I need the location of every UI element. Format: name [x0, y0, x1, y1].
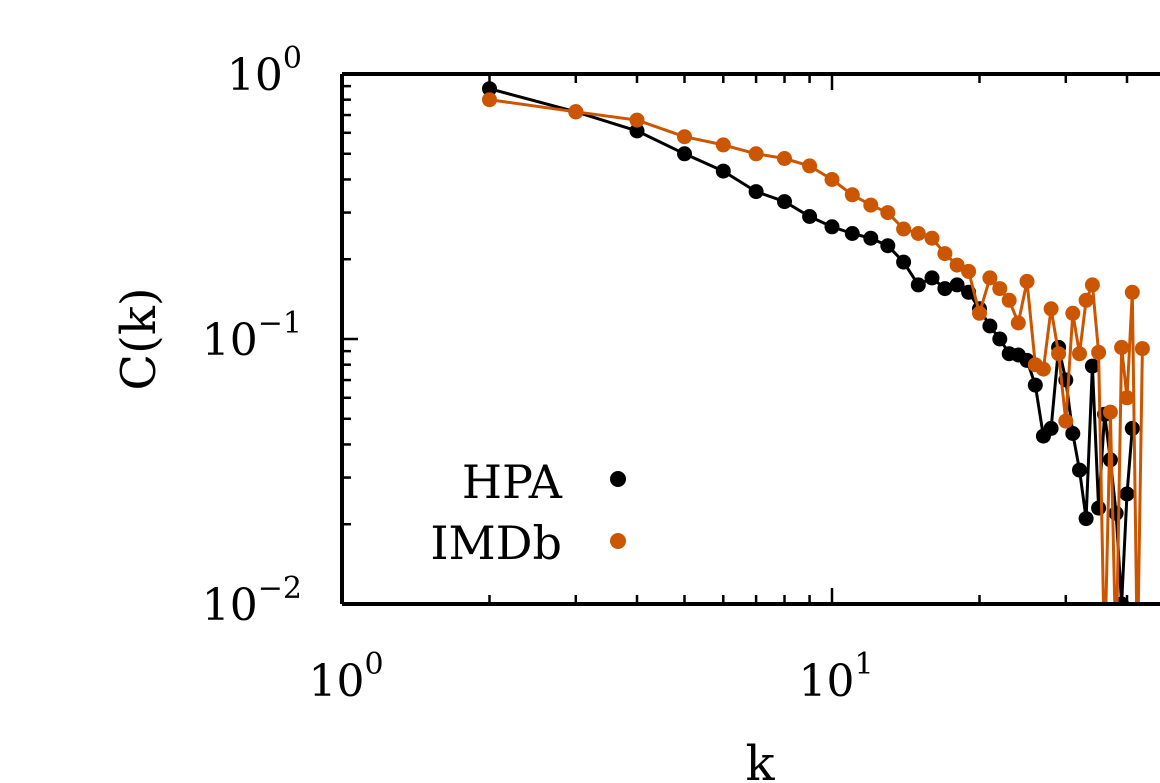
data-point-hpa-12 [896, 255, 911, 270]
x-tick-label-1: 101 [798, 647, 873, 707]
data-point-imdb-4 [716, 137, 731, 152]
series-line-imdb [490, 100, 1143, 663]
y-tick-label-2-base: 10 [202, 580, 258, 631]
data-point-imdb-8 [825, 172, 840, 187]
data-point-hpa-3 [677, 146, 692, 161]
data-point-imdb-2 [630, 113, 645, 128]
data-point-imdb-21 [1002, 293, 1017, 308]
data-point-imdb-30 [1072, 346, 1087, 361]
x-tick-label-1-base: 10 [798, 656, 854, 707]
data-point-imdb-12 [896, 222, 911, 237]
data-point-hpa-30 [1072, 463, 1087, 478]
data-point-imdb-27 [1051, 346, 1066, 361]
data-point-hpa-24 [1028, 378, 1043, 393]
y-tick-label-0: 100 [227, 41, 302, 101]
data-point-imdb-5 [749, 146, 764, 161]
data-point-hpa-19 [982, 319, 997, 334]
data-point-imdb-25 [1036, 362, 1051, 377]
data-point-imdb-15 [937, 246, 952, 261]
data-point-hpa-7 [802, 209, 817, 224]
data-point-imdb-6 [777, 151, 792, 166]
data-point-imdb-32 [1085, 277, 1100, 292]
data-point-imdb-26 [1044, 301, 1059, 316]
data-point-imdb-13 [911, 226, 926, 241]
data-point-imdb-23 [1020, 274, 1035, 289]
data-point-imdb-38 [1120, 390, 1135, 405]
data-point-imdb-14 [925, 231, 940, 246]
data-point-imdb-29 [1065, 306, 1080, 321]
data-point-hpa-4 [716, 164, 731, 179]
y-tick-label-1: 10−1 [202, 306, 302, 366]
data-point-hpa-39 [1125, 421, 1140, 436]
series-layer [482, 81, 1150, 670]
y-tick-label-0-exponent: 0 [283, 41, 302, 76]
data-point-imdb-39 [1125, 285, 1140, 300]
data-point-hpa-31 [1079, 511, 1094, 526]
data-point-imdb-22 [1011, 315, 1026, 330]
data-point-hpa-6 [777, 194, 792, 209]
data-point-hpa-20 [992, 332, 1007, 347]
data-point-imdb-36 [1109, 655, 1124, 670]
data-point-hpa-33 [1091, 501, 1106, 516]
data-point-hpa-13 [911, 277, 926, 292]
data-point-imdb-1 [568, 104, 583, 119]
data-point-imdb-34 [1097, 655, 1112, 670]
data-point-imdb-28 [1058, 414, 1073, 429]
data-point-imdb-11 [880, 205, 895, 220]
data-point-hpa-14 [925, 270, 940, 285]
data-point-imdb-41 [1135, 341, 1150, 356]
data-point-imdb-35 [1103, 405, 1118, 420]
data-point-imdb-20 [992, 281, 1007, 296]
x-tick-label-0-base: 10 [308, 656, 364, 707]
data-point-imdb-7 [802, 158, 817, 173]
y-tick-label-1-base: 10 [202, 315, 258, 366]
data-point-imdb-33 [1091, 345, 1106, 360]
data-point-imdb-0 [482, 92, 497, 107]
x-tick-label-0: 100 [308, 647, 383, 707]
data-point-imdb-37 [1114, 340, 1129, 355]
legend-label-hpa: HPA [462, 455, 563, 509]
data-point-hpa-8 [825, 219, 840, 234]
data-point-imdb-40 [1130, 655, 1145, 670]
data-point-hpa-26 [1044, 421, 1059, 436]
legend-label-imdb: IMDb [430, 516, 562, 570]
data-point-hpa-38 [1120, 487, 1135, 502]
data-point-hpa-5 [749, 184, 764, 199]
legend-marker-imdb [610, 533, 626, 549]
data-point-hpa-11 [880, 238, 895, 253]
x-tick-label-1-exponent: 1 [854, 647, 873, 682]
x-tick-label-0-exponent: 0 [364, 647, 383, 682]
legend: HPA IMDb [430, 455, 626, 570]
data-point-hpa-9 [845, 226, 860, 241]
data-point-imdb-3 [677, 129, 692, 144]
data-point-imdb-31 [1079, 293, 1094, 308]
data-point-imdb-18 [972, 306, 987, 321]
y-tick-label-2-exponent: −2 [258, 571, 302, 606]
data-point-imdb-9 [845, 187, 860, 202]
data-point-imdb-10 [863, 198, 878, 213]
y-tick-label-0-base: 10 [227, 50, 283, 101]
data-point-imdb-17 [961, 264, 976, 279]
data-point-hpa-36 [1109, 506, 1124, 521]
legend-marker-hpa [610, 471, 626, 487]
y-tick-label-2: 10−2 [202, 571, 302, 631]
y-tick-label-1-exponent: −1 [258, 306, 302, 341]
x-axis-label: k [745, 736, 775, 783]
y-axis-label: C(k) [111, 287, 167, 390]
data-point-hpa-10 [863, 231, 878, 246]
